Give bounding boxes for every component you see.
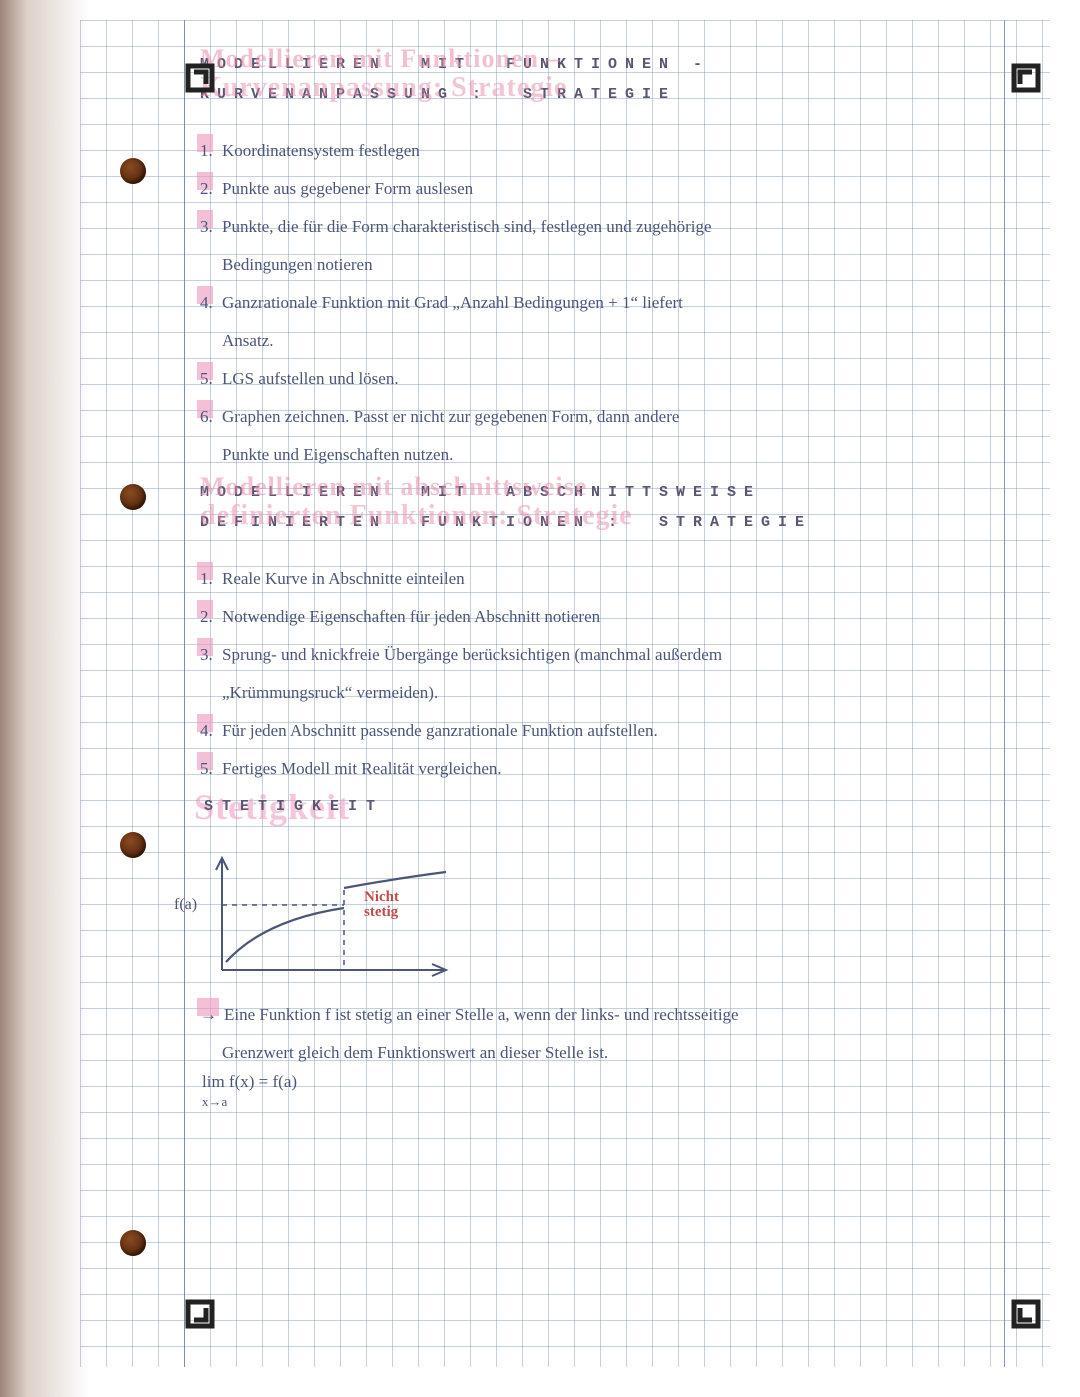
heading-2: Modellieren mit abschnittsweise definier… (200, 478, 990, 542)
margin-line-left (184, 20, 185, 1367)
list-number: 2. (200, 170, 222, 208)
definition-line: → Eine Funktion f ist stetig an einer St… (200, 996, 990, 1034)
list-text: Reale Kurve in Abschnitte einteilen (222, 560, 465, 598)
limit-top: lim f(x) = f(a) (202, 1072, 990, 1092)
heading-1: Modellieren mit Funktionen – Kurvenanpas… (200, 50, 990, 114)
graph-fa-label: f(a) (174, 896, 197, 914)
list1-item: 5. LGS aufstellen und lösen. (200, 360, 990, 398)
corner-marker-tr (1010, 62, 1042, 94)
list-number: 1. (200, 560, 222, 598)
list-number: 6. (200, 398, 222, 436)
definition-text: Eine Funktion f ist stetig an einer Stel… (224, 996, 739, 1034)
list-text: Fertiges Modell mit Realität vergleichen… (222, 750, 502, 788)
limit-sub: x→a (202, 1092, 990, 1112)
list1-item: 2. Punkte aus gegebener Form auslesen (200, 170, 990, 208)
limit-expression: lim f(x) = f(a) x→a (200, 1072, 990, 1112)
list-text: Graphen zeichnen. Passt er nicht zur geg… (222, 398, 679, 436)
list-text: Punkte aus gegebener Form auslesen (222, 170, 473, 208)
heading-2-bg: Modellieren mit abschnittsweise (200, 472, 587, 502)
list-number: 4. (200, 712, 222, 750)
page-edge-shadow (0, 0, 90, 1397)
list-text: Bedingungen notieren (222, 246, 373, 284)
definition-text: Grenzwert gleich dem Funktionswert an di… (222, 1034, 608, 1072)
list2-item-cont: „Krümmungsruck“ vermeiden). (200, 674, 990, 712)
list-text: Punkte, die für die Form charakteristisc… (222, 208, 712, 246)
heading-2-bg2: definierten Funktionen: Strategie (200, 500, 633, 532)
punch-hole (120, 832, 146, 858)
content-area: Modellieren mit Funktionen – Kurvenanpas… (200, 50, 990, 1112)
punch-hole (120, 484, 146, 510)
list1-item: 6. Graphen zeichnen. Passt er nicht zur … (200, 398, 990, 436)
list1-item-cont: Punkte und Eigenschaften nutzen. (200, 436, 990, 474)
heading-1-bg: Modellieren mit Funktionen – (200, 44, 560, 74)
list-text: Für jeden Abschnitt passende ganzrationa… (222, 712, 658, 750)
list-number: 4. (200, 284, 222, 322)
list-number: 1. (200, 132, 222, 170)
list1-item: 3. Punkte, die für die Form charakterist… (200, 208, 990, 246)
list1-item: 1. Koordinatensystem festlegen (200, 132, 990, 170)
list2-item: 5. Fertiges Modell mit Realität vergleic… (200, 750, 990, 788)
heading-1-bg2: Kurvenanpassung: Strategie (200, 72, 567, 104)
list2-item: 2. Notwendige Eigenschaften für jeden Ab… (200, 598, 990, 636)
list-text: Koordinatensystem festlegen (222, 132, 420, 170)
list-number: 2. (200, 598, 222, 636)
list1-item-cont: Ansatz. (200, 322, 990, 360)
list-number: 5. (200, 750, 222, 788)
list-text: LGS aufstellen und lösen. (222, 360, 399, 398)
margin-line-right (1004, 20, 1005, 1367)
list1-item-cont: Bedingungen notieren (200, 246, 990, 284)
list-number: 3. (200, 208, 222, 246)
list-text: Ganzrationale Funktion mit Grad „Anzahl … (222, 284, 683, 322)
list2-item: 1. Reale Kurve in Abschnitte einteilen (200, 560, 990, 598)
list-text: Notwendige Eigenschaften für jeden Absch… (222, 598, 600, 636)
corner-marker-tl (184, 62, 216, 94)
list-number: 3. (200, 636, 222, 674)
corner-marker-br (1010, 1298, 1042, 1330)
list1-item: 4. Ganzrationale Funktion mit Grad „Anza… (200, 284, 990, 322)
list-text: Ansatz. (222, 322, 273, 360)
continuity-graph: f(a) Nichtstetig (204, 850, 464, 990)
list-text: „Krümmungsruck“ vermeiden). (222, 674, 438, 712)
graph-nicht-label: Nichtstetig (364, 890, 399, 920)
list-number: 5. (200, 360, 222, 398)
corner-marker-bl (184, 1298, 216, 1330)
punch-hole (120, 1230, 146, 1256)
list2-item: 4. Für jeden Abschnitt passende ganzrati… (200, 712, 990, 750)
punch-hole (120, 158, 146, 184)
heading-3-text: STETIGKEIT (204, 798, 384, 815)
definition-line-cont: Grenzwert gleich dem Funktionswert an di… (200, 1034, 990, 1072)
arrow-marker: → (200, 996, 224, 1034)
heading-3: Stetigkeit STETIGKEIT (200, 794, 990, 842)
list-text: Punkte und Eigenschaften nutzen. (222, 436, 453, 474)
list-text: Sprung- und knickfreie Übergänge berücks… (222, 636, 722, 674)
list2-item: 3. Sprung- und knickfreie Übergänge berü… (200, 636, 990, 674)
